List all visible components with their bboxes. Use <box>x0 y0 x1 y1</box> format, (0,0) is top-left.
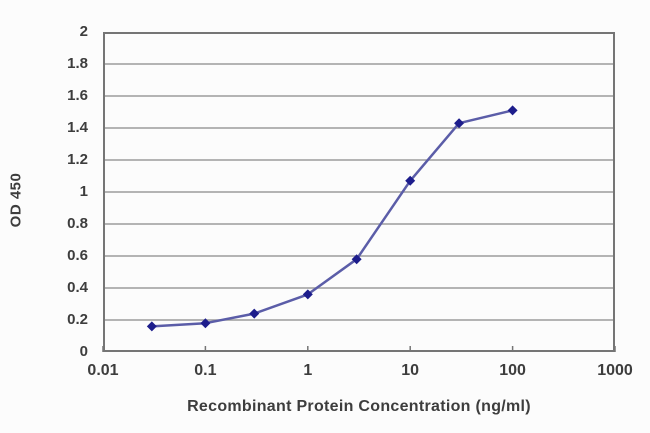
y-tick-label: 2 <box>79 23 88 40</box>
y-tick-label: 1.6 <box>67 87 88 104</box>
y-tick-label: 0.4 <box>67 279 88 296</box>
y-tick-label: 0 <box>79 343 88 360</box>
y-tick-label: 1 <box>79 183 88 200</box>
x-tick-label: 0.1 <box>194 362 217 379</box>
plot-area <box>102 32 616 352</box>
data-point-marker <box>454 118 465 129</box>
y-tick-label: 0.6 <box>67 247 88 264</box>
x-tick-label: 100 <box>499 362 526 379</box>
x-tick-label: 10 <box>401 362 420 379</box>
x-axis-title: Recombinant Protein Concentration (ng/ml… <box>187 398 531 415</box>
x-tick-label: 1 <box>303 362 313 379</box>
y-tick-label: 1.4 <box>67 119 88 136</box>
y-tick-label: 1.2 <box>67 151 88 168</box>
data-point-marker <box>405 175 416 186</box>
plot-border <box>103 32 615 352</box>
data-point-marker <box>302 289 313 300</box>
data-point-marker <box>249 308 260 319</box>
y-axis-tick-labels: 0 0.2 0.4 0.6 0.8 1 1.2 1.4 1.6 1.8 2 <box>0 0 96 433</box>
data-point-marker <box>146 321 157 332</box>
data-point-marker <box>507 105 518 116</box>
y-tick-label: 0.2 <box>67 311 88 328</box>
y-tick-label: 1.8 <box>67 55 88 72</box>
data-line <box>150 109 514 328</box>
y-tick-label: 0.8 <box>67 215 88 232</box>
data-point-marker <box>351 254 362 265</box>
data-point-marker <box>200 318 211 329</box>
x-tick-label: 1000 <box>597 362 633 379</box>
